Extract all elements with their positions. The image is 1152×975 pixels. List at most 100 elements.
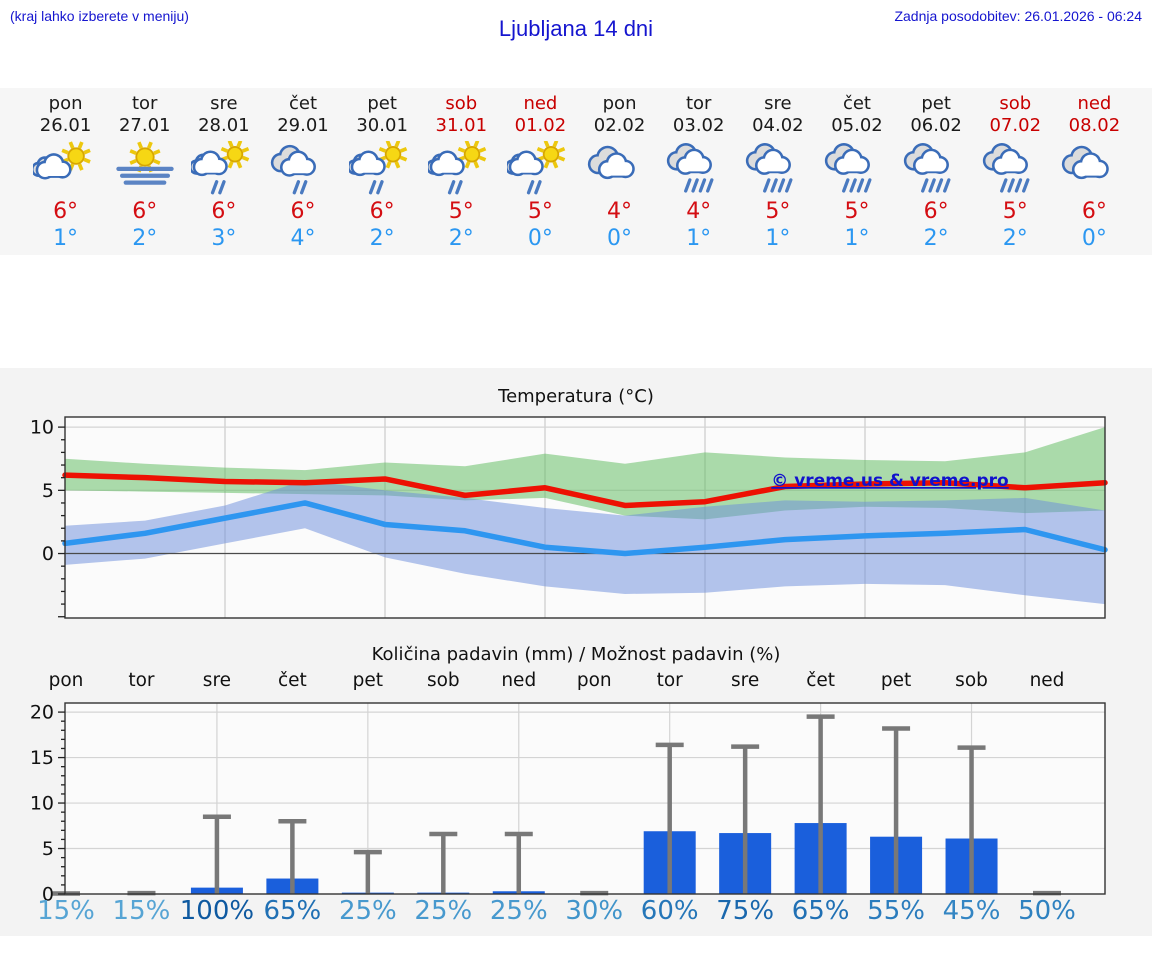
day-column: pet 06.02 6° 2° [897, 93, 976, 255]
sun-cloud-rain-icon [426, 139, 487, 195]
day-column: tor 27.01 6° 2° [105, 93, 184, 255]
max-temp-label: 6° [211, 199, 237, 224]
day-name-label: sre [764, 93, 792, 114]
forecast-strip: pon 26.01 6° 1° tor 27.01 6° 2° sre 28.01 6° 3° čet… [0, 88, 1152, 255]
min-temp-label: 2° [923, 226, 949, 251]
cloudy-icon [1062, 145, 1110, 180]
cloud-rain-icon [270, 144, 316, 195]
precipitation-chart-title: Količina padavin (mm) / Možnost padavin … [371, 644, 781, 665]
temp-line-1 [62, 500, 1108, 557]
precip-probability: 15% [37, 896, 95, 926]
min-temp-label: 2° [1002, 226, 1028, 251]
temperature-chart-title: Temperatura (°C) [498, 386, 654, 407]
day-name-label: tor [131, 93, 158, 114]
min-temp-label: 1° [765, 226, 791, 251]
sun-cloud-icon [30, 141, 91, 180]
precip-day-label: sre [202, 670, 232, 691]
day-name-label: pon [602, 93, 637, 114]
min-temp-label: 1° [686, 226, 712, 251]
precip-probability: 100% [179, 896, 255, 926]
precip-day-label: tor [128, 670, 155, 691]
temp-line-0 [62, 472, 1108, 509]
day-name-label: pet [367, 93, 397, 114]
day-name-label: pon [48, 93, 83, 114]
precip-probability: 25% [414, 896, 473, 926]
precipitation-chart: 0 5 10 15 20 [0, 700, 1152, 906]
day-name-label: sre [210, 93, 238, 114]
cloudy-icon [587, 145, 635, 180]
max-temp-label: 5° [844, 199, 870, 224]
max-temp-label: 5° [527, 199, 553, 224]
weather-icon-slot [982, 141, 1048, 195]
day-column: čet 29.01 6° 4° [263, 93, 342, 255]
precip-probability: 55% [867, 896, 925, 926]
weather-icon-slot [188, 139, 257, 195]
cloud-heavy-rain-icon [745, 143, 793, 193]
day-date-label: 28.01 [198, 115, 250, 136]
svg-text:0: 0 [42, 543, 54, 565]
location-menu-note: (kraj lahko izberete v meniju) [10, 8, 189, 24]
day-column: sob 07.02 5° 2° [976, 93, 1055, 255]
day-name-label: čet [288, 93, 317, 114]
precip-day-label: sob [955, 670, 988, 691]
weather-icon-slot [587, 141, 653, 195]
svg-text:5: 5 [42, 480, 54, 502]
max-temp-label: 4° [607, 199, 633, 224]
max-temp-label: 5° [1002, 199, 1028, 224]
weather-icon-slot [30, 141, 99, 195]
day-date-label: 06.02 [910, 115, 962, 136]
precipitation-day-labels: pon tor sre čet pet sob ned pon tor sre čet pet sob n… [0, 670, 1152, 696]
day-column: ned 01.02 5° 0° [501, 93, 580, 255]
day-name-label: pet [921, 93, 951, 114]
precip-probability: 25% [489, 896, 548, 926]
min-temp-label: 0° [527, 226, 553, 251]
sun-fog-icon [116, 141, 174, 185]
min-temp-label: 1° [53, 226, 79, 251]
svg-text:10: 10 [30, 417, 54, 439]
svg-text:5: 5 [42, 838, 54, 860]
day-column: sob 31.01 5° 2° [422, 93, 501, 255]
precip-probability: 30% [565, 896, 624, 926]
day-column: pon 02.02 4° 0° [580, 93, 659, 255]
max-temp-label: 6° [923, 199, 949, 224]
max-temp-label: 5° [448, 199, 474, 224]
day-date-label: 01.02 [514, 115, 567, 136]
cloud-heavy-rain-icon [824, 143, 872, 193]
day-name-label: ned [523, 93, 558, 114]
last-update-label: Zadnja posodobitev: 26.01.2026 - 06:24 [894, 8, 1142, 24]
min-temp-label: 1° [844, 226, 870, 251]
day-name-label: sob [445, 93, 478, 114]
sun-cloud-rain-icon [347, 139, 408, 195]
precip-probability: 45% [942, 896, 1001, 926]
day-date-label: 31.01 [435, 115, 488, 136]
weather-icon-slot [270, 141, 336, 195]
min-temp-label: 0° [607, 226, 633, 251]
sun-cloud-rain-icon [505, 139, 566, 195]
svg-text:10: 10 [30, 793, 54, 815]
day-column: ned 08.02 6° 0° [1055, 93, 1134, 255]
precip-day-label: tor [656, 670, 683, 691]
svg-text:20: 20 [30, 702, 54, 724]
precip-probability: 25% [338, 896, 397, 926]
weather-icon-slot [505, 139, 573, 195]
day-date-label: 26.01 [39, 115, 92, 136]
precip-day-label: ned [1029, 670, 1065, 691]
svg-text:15: 15 [30, 747, 54, 769]
day-date-label: 07.02 [989, 115, 1042, 136]
day-column: čet 05.02 5° 1° [817, 93, 896, 255]
precip-probability: 50% [1018, 896, 1076, 926]
day-name-label: ned [1077, 93, 1112, 114]
min-temp-label: 2° [369, 226, 395, 251]
day-date-label: 05.02 [831, 115, 883, 136]
precip-day-label: čet [277, 670, 307, 691]
day-column: pet 30.01 6° 2° [343, 93, 422, 255]
watermark-link[interactable]: © vreme.us & vreme.pro [771, 471, 1008, 491]
max-temp-label: 6° [53, 199, 79, 224]
weather-icon-slot [426, 139, 494, 195]
weather-icon-slot [745, 141, 811, 195]
day-date-label: 27.01 [118, 115, 171, 136]
cloud-heavy-rain-icon [666, 143, 714, 193]
max-temp-label: 6° [1081, 199, 1107, 224]
max-temp-label: 6° [369, 199, 395, 224]
precipitation-probability-row: 15% 15% 100% 65% 25% 25% 25% 30% 60% 75% 65% 55% 45%… [0, 896, 1152, 932]
